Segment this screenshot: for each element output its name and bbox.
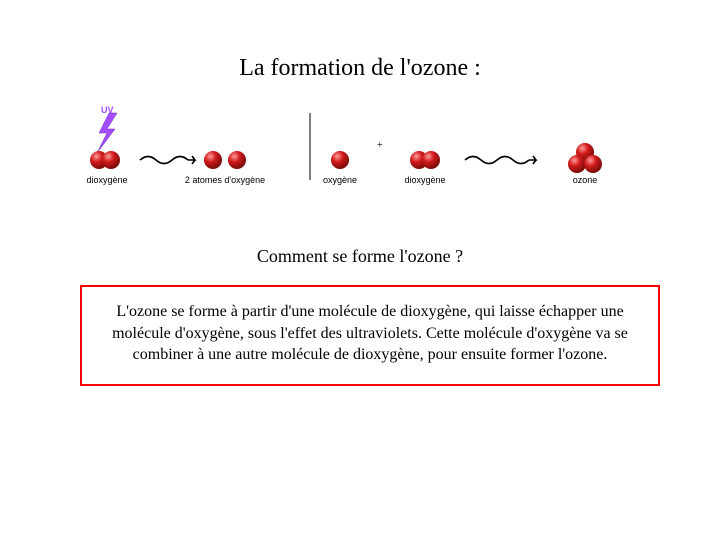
molecule-dioxygene bbox=[410, 151, 440, 169]
uv-bolt-icon bbox=[97, 113, 117, 153]
molecule-two-atoms bbox=[204, 151, 246, 169]
page-title: La formation de l'ozone : bbox=[0, 55, 720, 82]
plus-symbol: + bbox=[377, 140, 383, 151]
ozone-diagram: UV bbox=[85, 105, 635, 205]
caption-oxygene: oxygène bbox=[317, 175, 363, 185]
caption-dioxygene: dioxygène bbox=[397, 175, 453, 185]
answer-text: L'ozone se forme à partir d'une molécule… bbox=[112, 303, 628, 363]
molecule-dioxygene bbox=[90, 151, 120, 169]
molecule-oxygene bbox=[331, 151, 349, 169]
diagram-svg bbox=[85, 105, 635, 205]
arrow-icon bbox=[140, 156, 195, 164]
caption-ozone: ozone bbox=[565, 175, 605, 185]
caption-dioxygene: dioxygène bbox=[77, 175, 137, 185]
answer-box: L'ozone se forme à partir d'une molécule… bbox=[80, 285, 660, 386]
arrow-icon bbox=[465, 156, 536, 164]
question-subtitle: Comment se forme l'ozone ? bbox=[0, 246, 720, 267]
molecule-ozone bbox=[568, 143, 602, 173]
page-root: La formation de l'ozone : UV bbox=[0, 0, 720, 540]
caption-two-atoms: 2 atomes d'oxygène bbox=[175, 175, 275, 185]
